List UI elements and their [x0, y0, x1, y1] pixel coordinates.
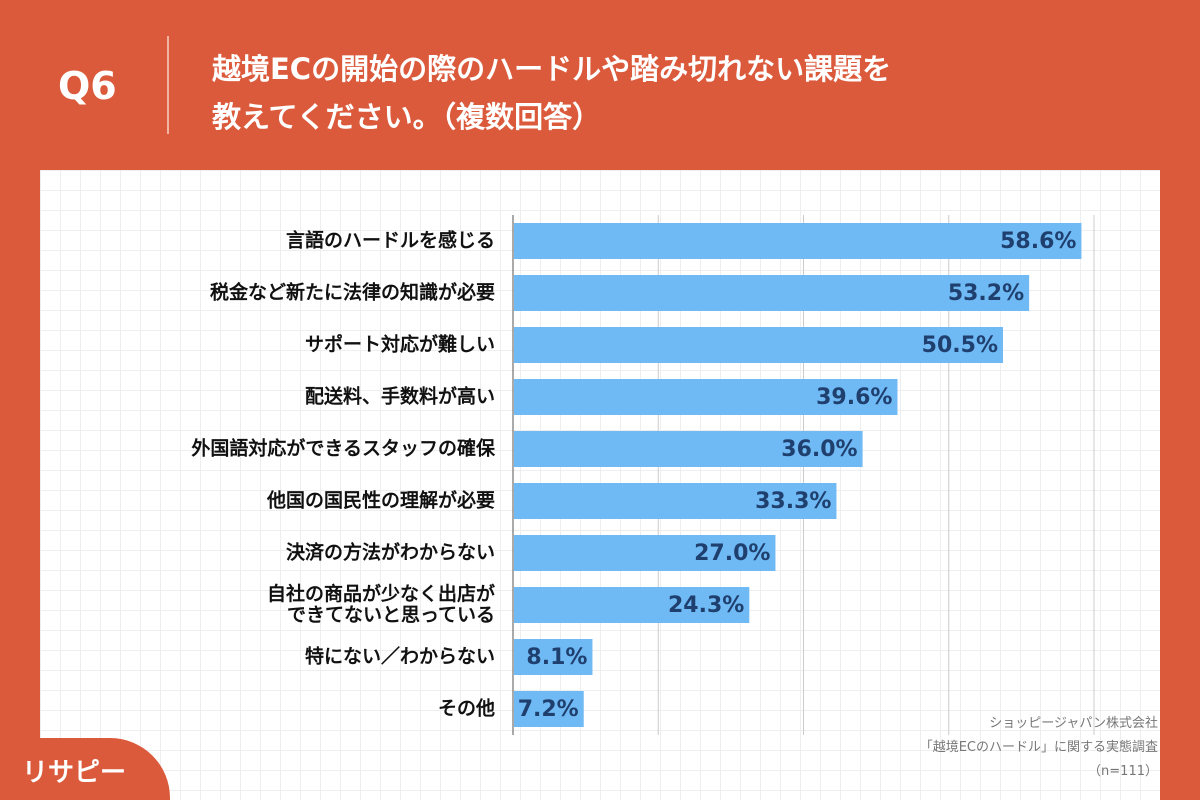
- category-label: 税金など新たに法律の知識が必要: [209, 281, 495, 304]
- bar: [514, 223, 1082, 259]
- bar: [514, 327, 1004, 363]
- value-label: 8.1%: [526, 645, 587, 670]
- category-label: 自社の商品が少なく出店が できてないと思っている: [266, 583, 495, 626]
- value-label: 7.2%: [518, 697, 579, 722]
- bar: [514, 275, 1030, 311]
- source: ショッピージャパン株式会社: [989, 716, 1158, 731]
- question-number: Q6: [58, 64, 117, 108]
- category-label: サポート対応が難しい: [304, 333, 495, 356]
- title-line: 教えてください。（複数回答）: [212, 100, 602, 134]
- value-label: 24.3%: [668, 593, 744, 618]
- bar: [514, 587, 750, 623]
- bar: [514, 535, 776, 571]
- category-label: 決済の方法がわからない: [285, 541, 495, 564]
- value-label: 53.2%: [948, 281, 1024, 306]
- value-label: 36.0%: [781, 437, 857, 462]
- category-label: 特にない／わからない: [304, 645, 495, 668]
- bar: [514, 431, 863, 467]
- bar: [514, 379, 898, 415]
- bar: [514, 691, 584, 727]
- category-label: 配送料、手数料が高い: [304, 385, 495, 408]
- value-label: 27.0%: [694, 541, 770, 566]
- value-label: 39.6%: [816, 385, 892, 410]
- category-label: 他国の国民性の理解が必要: [266, 489, 495, 512]
- source: 「越境ECのハードル」に関する実態調査: [919, 740, 1158, 755]
- category-label: 外国語対応ができるスタッフの確保: [191, 437, 495, 460]
- title-line: 越境ECの開始の際のハードルや踏み切れない課題を: [212, 52, 892, 86]
- logo: リサピー: [22, 758, 127, 788]
- bar: [514, 483, 837, 519]
- logo-tab: [0, 738, 170, 800]
- bar: [514, 639, 593, 675]
- value-label: 58.6%: [1000, 229, 1076, 254]
- category-label: 言語のハードルを感じる: [285, 229, 495, 252]
- divider: [167, 36, 169, 134]
- value-label: 50.5%: [922, 333, 998, 358]
- value-label: 33.3%: [755, 489, 831, 514]
- category-label: その他: [437, 697, 495, 720]
- source: （n=111）: [1088, 764, 1158, 779]
